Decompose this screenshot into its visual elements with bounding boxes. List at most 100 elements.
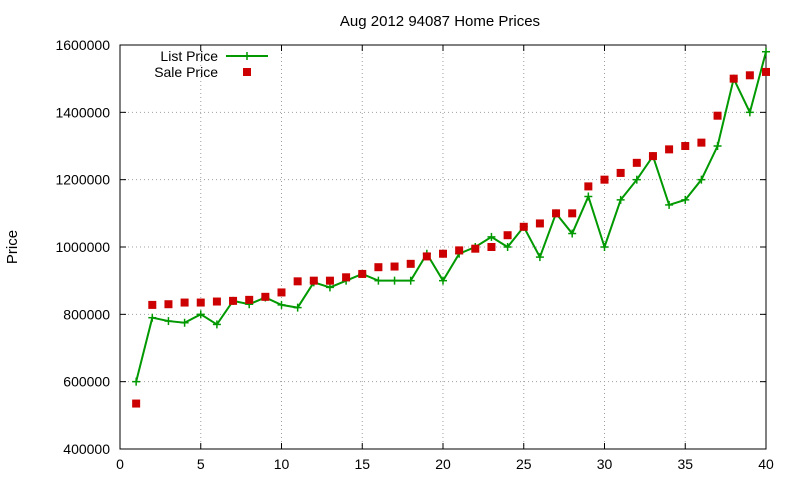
x-tick-label: 25 — [516, 456, 532, 472]
data-point — [439, 276, 447, 285]
data-series — [132, 47, 770, 408]
data-point — [745, 108, 754, 117]
series-list-price — [132, 47, 770, 386]
data-point — [471, 244, 480, 253]
data-point — [261, 292, 270, 301]
data-point — [535, 219, 544, 228]
legend-square-swatch — [243, 68, 251, 76]
x-tick-label: 40 — [758, 456, 774, 472]
data-point — [519, 222, 528, 231]
data-point — [374, 263, 383, 272]
x-tick-label: 30 — [597, 456, 613, 472]
data-point — [648, 152, 657, 161]
data-point — [229, 296, 238, 305]
x-tick-label: 0 — [116, 456, 124, 472]
legend-marker — [243, 52, 251, 60]
legend-label: List Price — [160, 48, 218, 64]
data-point — [374, 276, 383, 285]
data-point — [293, 303, 302, 312]
data-point — [632, 175, 641, 184]
data-point — [632, 158, 641, 167]
x-tick-label: 20 — [435, 456, 451, 472]
legend-entry: Sale Price — [154, 64, 251, 80]
data-point — [600, 175, 609, 184]
y-axis-label: Price — [4, 230, 21, 264]
legend-label: Sale Price — [154, 64, 218, 80]
data-point — [665, 200, 674, 209]
grid-lines — [120, 45, 766, 449]
data-point — [325, 276, 334, 285]
y-tick-label: 800000 — [63, 306, 110, 322]
legend-entry: List Price — [160, 48, 268, 64]
data-point — [503, 243, 512, 251]
data-point — [358, 269, 367, 278]
data-point — [535, 253, 544, 262]
data-point — [164, 317, 173, 326]
data-point — [665, 145, 674, 154]
data-point — [132, 399, 141, 408]
data-point — [164, 300, 173, 309]
data-point — [697, 138, 706, 147]
data-point — [616, 195, 625, 204]
data-point — [245, 295, 254, 304]
y-tick-label: 1600000 — [55, 37, 110, 53]
data-point — [309, 276, 318, 285]
data-point — [277, 288, 286, 297]
data-point — [503, 231, 512, 240]
x-tick-label: 5 — [197, 456, 205, 472]
y-tick-label: 1200000 — [55, 172, 110, 188]
data-point — [148, 313, 157, 322]
y-tick-label: 1000000 — [55, 239, 110, 255]
data-point — [212, 320, 221, 329]
data-point — [487, 243, 496, 251]
data-point — [439, 249, 447, 258]
data-point — [487, 232, 496, 241]
data-point — [616, 168, 625, 177]
data-point — [762, 47, 770, 56]
tick-labels: 0 5 10 15 20 25 30 35 40 400000 600000 800000 100000… — [55, 37, 774, 472]
x-tick-label: 15 — [354, 456, 370, 472]
data-point — [584, 192, 593, 201]
data-point — [180, 318, 189, 327]
data-point — [196, 298, 205, 307]
data-point — [568, 209, 577, 218]
data-point — [406, 259, 415, 268]
data-point — [713, 111, 722, 120]
data-point — [180, 298, 189, 307]
plot-border — [119, 44, 767, 450]
data-point — [745, 71, 754, 80]
data-point — [455, 246, 464, 255]
x-tick-label: 35 — [677, 456, 693, 472]
data-point — [681, 195, 690, 204]
data-point — [132, 377, 141, 386]
y-tick-label: 400000 — [63, 441, 110, 457]
x-tick-label: 10 — [274, 456, 290, 472]
data-point — [406, 276, 415, 285]
data-point — [762, 67, 770, 76]
data-point — [325, 283, 334, 292]
y-tick-label: 1400000 — [55, 104, 110, 120]
axes — [119, 44, 767, 450]
series-line — [135, 51, 767, 382]
data-point — [552, 209, 561, 218]
data-point — [584, 182, 593, 191]
series-sale-price — [132, 67, 770, 408]
data-point — [212, 297, 221, 306]
data-point — [196, 310, 205, 319]
data-point — [277, 300, 286, 309]
data-point — [729, 74, 738, 83]
data-point — [390, 262, 399, 271]
data-point — [390, 276, 399, 285]
data-point — [422, 252, 431, 261]
chart-title: Aug 2012 94087 Home Prices — [340, 13, 540, 30]
data-point — [681, 142, 690, 150]
data-point — [148, 300, 157, 309]
data-point — [293, 277, 302, 286]
data-point — [713, 142, 722, 150]
data-point — [342, 273, 351, 282]
data-point — [697, 175, 706, 184]
data-point — [568, 229, 577, 238]
